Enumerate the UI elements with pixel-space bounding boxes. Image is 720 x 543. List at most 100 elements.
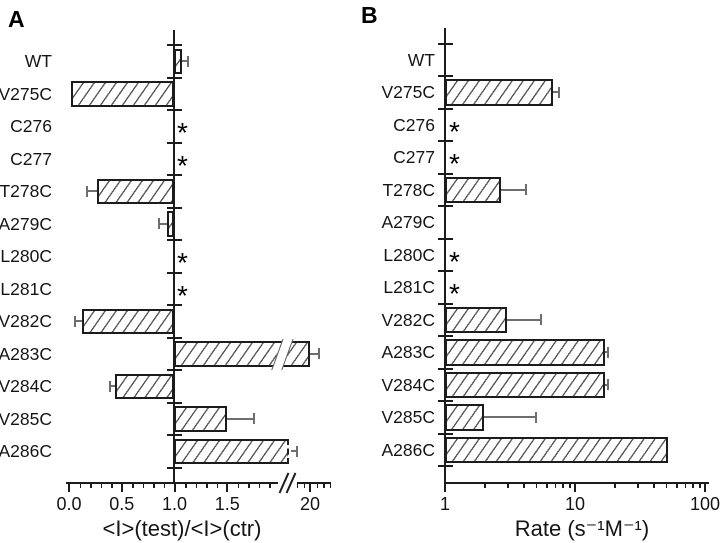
error-bar — [75, 320, 82, 323]
axis-minor-tick — [142, 482, 145, 488]
axis-minor-tick — [206, 482, 208, 488]
error-bar — [604, 383, 609, 386]
axis-minor-tick — [535, 482, 538, 488]
axis-minor-tick — [484, 482, 486, 488]
row-label-t278c: T278C — [0, 181, 52, 202]
bar-a-v284c — [115, 373, 174, 399]
chart-b-xaxis-title: Rate (s⁻¹M⁻¹) — [514, 516, 650, 541]
axis-tick-label: 1.0 — [161, 494, 188, 514]
axis-minor-tick — [684, 482, 687, 488]
row-boundary-tick — [166, 206, 182, 209]
row-boundary-tick — [166, 174, 182, 176]
axis-minor-tick — [216, 482, 219, 488]
bar-a-v275c — [71, 81, 174, 107]
axis-minor-tick — [100, 482, 103, 488]
baseline-axis — [444, 28, 446, 484]
error-bar-cap — [557, 86, 560, 98]
error-bar-cap — [607, 379, 610, 391]
row-label-a286c: A286C — [0, 441, 52, 462]
bar-a-v282c — [81, 308, 174, 334]
axis-minor-tick — [614, 482, 616, 488]
row-label-t278c: T278C — [382, 179, 435, 200]
error-bar-cap — [607, 346, 610, 358]
axis-tick-label: 1.5 — [214, 494, 240, 514]
axis-minor-tick — [569, 482, 571, 488]
row-label-a286c: A286C — [381, 439, 435, 460]
error-bar — [484, 416, 536, 419]
axis-minor-tick — [316, 482, 318, 488]
error-bar — [310, 352, 320, 355]
row-boundary-tick — [437, 465, 453, 467]
error-bar-cap — [157, 218, 160, 230]
axis-minor-tick — [523, 482, 525, 488]
axis-minor-tick — [153, 482, 155, 488]
no-data-asterisk: * — [177, 117, 188, 149]
error-bar — [158, 222, 168, 225]
x-axis-line — [444, 482, 709, 484]
axis-tick-label: 1 — [439, 494, 451, 514]
row-boundary-tick — [166, 434, 182, 436]
error-bar-cap — [540, 314, 543, 326]
row-boundary-tick — [166, 336, 182, 339]
bar-a-t278c — [97, 178, 174, 204]
row-boundary-tick — [437, 75, 453, 77]
row-boundary-tick — [166, 141, 182, 144]
row-label-v282c: V282C — [0, 311, 52, 332]
axis-minor-tick — [111, 482, 113, 488]
row-boundary-tick — [437, 335, 453, 337]
axis-minor-tick — [676, 482, 678, 488]
no-data-asterisk: * — [177, 247, 188, 279]
axis-major-tick — [574, 482, 576, 492]
bar-b-v284c — [445, 371, 605, 398]
error-bar — [604, 351, 609, 354]
axis-minor-tick — [653, 482, 655, 488]
row-label-v284c: V284C — [381, 374, 435, 395]
axis-minor-tick — [195, 482, 198, 488]
error-bar-cap — [109, 380, 112, 392]
row-boundary-tick — [437, 270, 453, 272]
error-bar-cap — [252, 413, 255, 425]
axis-minor-tick — [269, 482, 271, 488]
row-boundary-tick — [437, 107, 453, 110]
bar-a-a279c — [167, 211, 174, 237]
axis-minor-tick — [132, 482, 134, 488]
error-bar-cap — [187, 55, 190, 67]
bar-b-t278c — [445, 176, 502, 203]
error-bar — [181, 60, 189, 63]
axis-tick-label: 100 — [689, 494, 720, 514]
row-boundary-tick — [437, 400, 453, 402]
row-boundary-tick — [166, 401, 182, 404]
row-label-a283c: A283C — [0, 343, 52, 364]
axis-minor-tick — [90, 482, 92, 488]
chart-a-xaxis-title: <I>(test)/<I>(ctr) — [102, 516, 262, 541]
axis-tick-label: 0.5 — [109, 494, 135, 514]
no-data-asterisk: * — [449, 115, 460, 147]
no-data-asterisk: * — [177, 149, 188, 181]
row-label-v282c: V282C — [381, 309, 435, 330]
error-bar — [86, 190, 98, 193]
error-bar-cap — [74, 315, 77, 327]
axis-minor-tick — [237, 482, 240, 488]
row-boundary-tick — [437, 367, 453, 370]
error-bar — [110, 385, 116, 388]
axis-minor-tick — [637, 482, 639, 488]
axis-minor-tick — [665, 482, 668, 488]
error-bar-cap — [86, 185, 88, 197]
row-boundary-tick — [437, 302, 453, 305]
axis-minor-tick — [692, 482, 694, 488]
axis-minor-tick — [554, 482, 557, 488]
axis-minor-tick — [546, 482, 548, 488]
row-label-l280c: L280C — [383, 244, 435, 265]
row-boundary-tick — [166, 109, 182, 111]
row-label-l281c: L281C — [383, 277, 435, 298]
bar-b-v282c — [445, 306, 508, 333]
row-boundary-tick — [166, 76, 182, 79]
axis-minor-tick — [163, 482, 166, 488]
axis-major-tick — [68, 482, 70, 492]
axis-minor-tick — [258, 482, 261, 488]
axis-major-tick — [173, 482, 176, 492]
row-boundary-tick — [437, 172, 453, 175]
row-label-wt: WT — [407, 49, 435, 70]
